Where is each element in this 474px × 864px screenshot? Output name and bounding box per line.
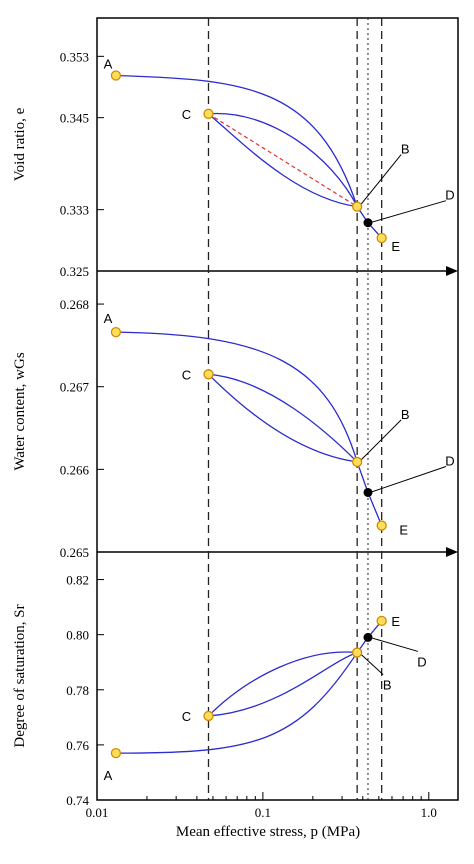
- loading-path-curve: [208, 373, 358, 463]
- callout-line: [358, 652, 384, 675]
- y-tick-label: 0.78: [66, 683, 89, 698]
- x-tick-label: 1.0: [421, 805, 437, 820]
- data-point: [203, 108, 214, 119]
- data-point: [110, 748, 122, 759]
- x-axis-title: Mean effective stress, p (MPa): [176, 824, 360, 840]
- y-axis-title: Water content, wGs: [12, 352, 28, 471]
- loading-path-curve: [208, 113, 358, 208]
- point-label: A: [104, 57, 113, 72]
- y-tick-label: 0.80: [66, 628, 89, 643]
- y-axis-title: Void ratio, e: [12, 107, 28, 181]
- y-tick-label: 0.82: [66, 573, 89, 588]
- red-dashed-line: [208, 113, 358, 208]
- loading-path-curve: [208, 651, 358, 717]
- point-label: D: [445, 188, 454, 203]
- point-label: B: [401, 142, 410, 157]
- data-point: [376, 520, 387, 531]
- data-point: [376, 232, 387, 244]
- point-label: A: [104, 311, 113, 326]
- y-tick-label: 0.76: [66, 738, 89, 753]
- y-axis-title: Degree of saturation, Sr: [12, 604, 28, 747]
- data-point: [363, 487, 373, 497]
- x-tick-label: 0.1: [255, 805, 271, 820]
- y-tick-label: 0.74: [66, 793, 89, 808]
- point-label: C: [182, 367, 191, 382]
- data-point: [376, 615, 387, 627]
- point-label: E: [399, 523, 408, 538]
- loading-path-curve: [208, 112, 358, 207]
- point-label: D: [445, 453, 454, 468]
- y-tick-label: 0.267: [60, 380, 90, 395]
- point-label: C: [182, 107, 191, 122]
- y-tick-label: 0.353: [60, 49, 89, 64]
- y-tick-label: 0.266: [60, 462, 90, 477]
- point-label: E: [391, 614, 400, 629]
- loading-path-curve: [115, 652, 358, 754]
- y-tick-label: 0.325: [60, 264, 89, 279]
- point-label: B: [401, 407, 410, 422]
- y-tick-label: 0.268: [60, 297, 89, 312]
- loading-path-curve: [115, 331, 358, 463]
- data-point: [352, 201, 363, 212]
- data-point: [110, 327, 122, 338]
- point-label: B: [383, 678, 392, 693]
- callout-line: [369, 636, 419, 652]
- x-tick-label: 0.01: [86, 805, 109, 820]
- data-point: [203, 369, 214, 380]
- callout-line: [369, 200, 447, 224]
- data-point: [110, 70, 122, 81]
- data-point: [363, 632, 373, 642]
- point-label: A: [104, 768, 113, 783]
- callout-line: [369, 466, 447, 493]
- data-point: [203, 710, 214, 722]
- data-point: [352, 456, 363, 468]
- y-tick-label: 0.265: [60, 545, 89, 560]
- point-label: C: [182, 709, 191, 724]
- data-point: [363, 218, 373, 228]
- callout-line: [358, 154, 402, 207]
- y-tick-label: 0.333: [60, 203, 89, 218]
- separator-arrowhead: [446, 547, 458, 557]
- data-point: [352, 647, 363, 658]
- loading-path-curve: [208, 373, 358, 463]
- point-label: D: [417, 654, 426, 669]
- loading-path-curve: [115, 74, 358, 207]
- plot-frame: [96, 17, 459, 801]
- point-label: E: [391, 239, 400, 254]
- callout-line: [358, 419, 402, 463]
- loading-path-curve: [208, 651, 358, 717]
- y-tick-label: 0.345: [60, 111, 89, 126]
- separator-arrowhead: [446, 266, 458, 276]
